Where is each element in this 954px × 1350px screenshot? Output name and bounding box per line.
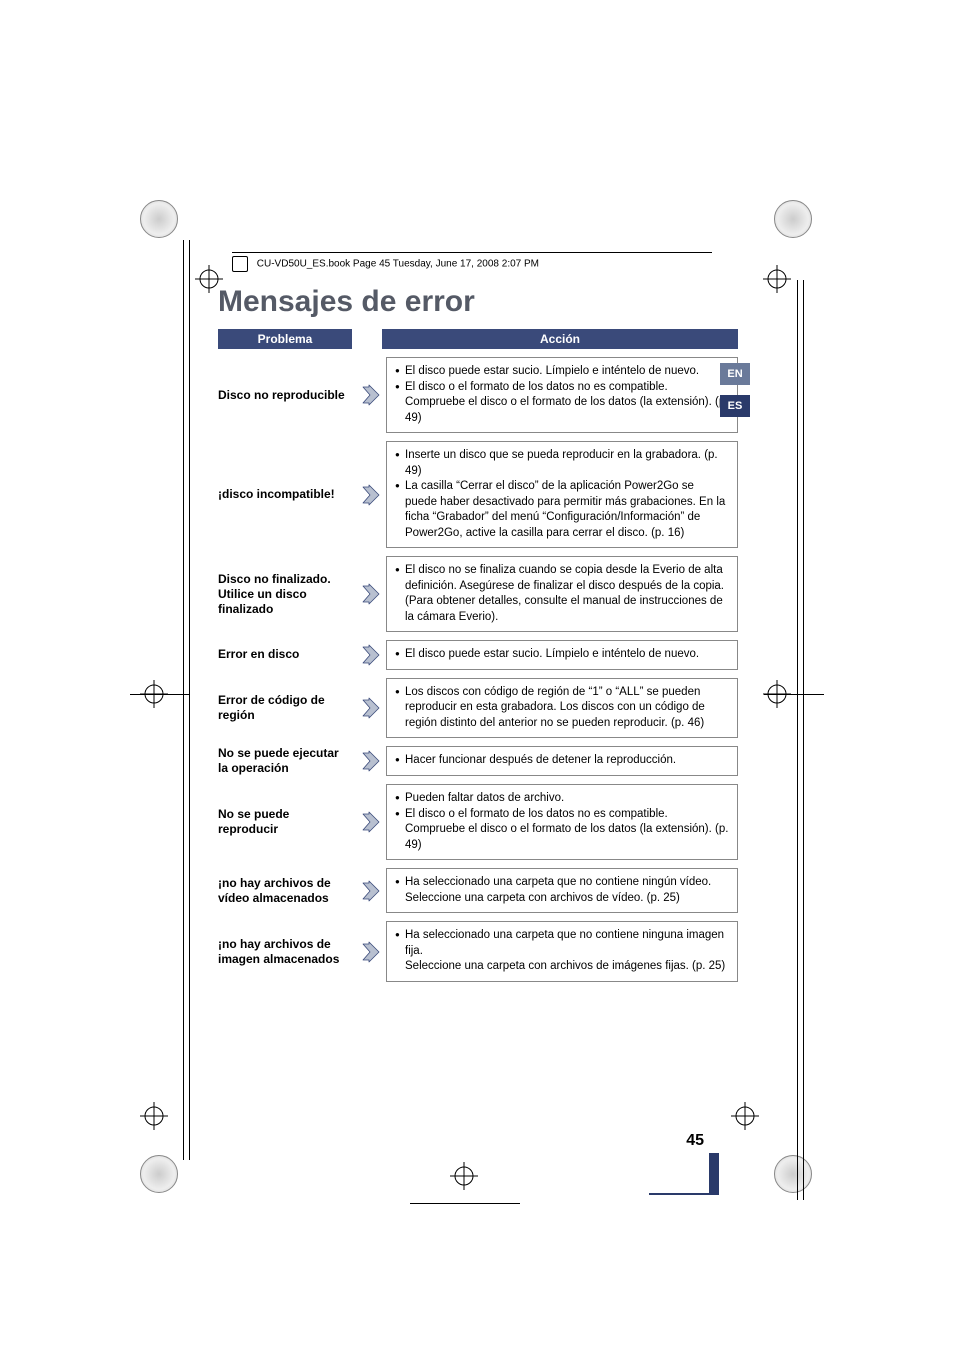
guide-line [183,240,184,1160]
arrow-icon [356,640,386,670]
crop-mark-br [774,1155,814,1195]
action-item: Hacer funcionar después de detener la re… [395,753,729,769]
action-item: El disco o el formato de los datos no es… [395,807,729,854]
action-cell: Inserte un disco que se pueda reproducir… [386,441,738,548]
problem-cell: Error de código de región [218,678,356,739]
arrow-icon [356,868,386,913]
action-item: El disco o el formato de los datos no es… [395,380,729,427]
crop-mark-tl [140,200,180,240]
action-cell: El disco puede estar sucio. Límpielo e i… [386,640,738,670]
action-cell: El disco puede estar sucio. Límpielo e i… [386,357,738,433]
action-cell: Ha seleccionado una carpeta que no conti… [386,868,738,913]
reg-mark-bl [140,1102,168,1130]
footer-accent-bar [709,1153,719,1195]
column-header-action: Acción [382,329,738,349]
column-header-problem: Problema [218,329,352,349]
action-cell: Ha seleccionado una carpeta que no conti… [386,921,738,982]
action-item: Inserte un disco que se pueda reproducir… [395,448,729,479]
problem-cell: No se puede ejecutar la operación [218,746,356,776]
action-item: Pueden faltar datos de archivo. [395,791,729,807]
table-row: Error de código de región Los discos con … [218,678,738,739]
problem-cell: Error en disco [218,640,356,670]
action-item: El disco puede estar sucio. Límpielo e i… [395,647,729,663]
table-row: No se puede ejecutar la operación Hacer f… [218,746,738,776]
guide-line [189,240,190,1160]
page-title: Mensajes de error [218,285,738,319]
language-tabs: EN ES [720,363,750,427]
guide-line [130,694,190,695]
table-row: No se puede reproducir Pueden faltar dato… [218,784,738,860]
arrow-icon [356,784,386,860]
action-item: Ha seleccionado una carpeta que no conti… [395,875,729,906]
guide-line [764,694,824,695]
arrow-icon [356,556,386,632]
problem-cell: ¡no hay archivos de imagen almacenados [218,921,356,982]
book-icon [232,256,248,272]
action-item: Ha seleccionado una carpeta que no conti… [395,928,729,975]
page-number: 45 [686,1132,704,1150]
table-row: Disco no finalizado. Utilice un disco fi… [218,556,738,632]
lang-tab-en[interactable]: EN [720,363,750,385]
table-body: Disco no reproducible El disco puede esta… [218,357,738,982]
table-row: Disco no reproducible El disco puede esta… [218,357,738,433]
action-item: La casilla “Cerrar el disco” de la aplic… [395,479,729,541]
reg-mark-tr [763,265,791,293]
crop-mark-bl [140,1155,180,1195]
guide-line [803,280,804,1200]
header-text: CU-VD50U_ES.book Page 45 Tuesday, June 1… [257,259,539,270]
action-cell: El disco no se finaliza cuando se copia … [386,556,738,632]
page-header: CU-VD50U_ES.book Page 45 Tuesday, June 1… [232,252,712,272]
reg-mark-bottom [450,1162,478,1190]
problem-cell: Disco no finalizado. Utilice un disco fi… [218,556,356,632]
table-header-row: Problema Acción [218,329,738,349]
arrow-icon [356,441,386,548]
arrow-icon [356,921,386,982]
action-cell: Los discos con código de región de “1” o… [386,678,738,739]
page-content: Mensajes de error Problema Acción Disco … [218,285,738,990]
lang-tab-es[interactable]: ES [720,395,750,417]
table-row: ¡no hay archivos de imagen almacenados Ha… [218,921,738,982]
guide-line [410,1203,520,1204]
guide-line [797,280,798,1200]
action-cell: Pueden faltar datos de archivo.El disco … [386,784,738,860]
reg-mark-br [731,1102,759,1130]
crop-mark-tr [774,200,814,240]
arrow-icon [356,746,386,776]
action-item: El disco puede estar sucio. Límpielo e i… [395,364,729,380]
problem-cell: No se puede reproducir [218,784,356,860]
arrow-icon [356,357,386,433]
table-row: ¡no hay archivos de vídeo almacenados Ha … [218,868,738,913]
table-row: Error en disco El disco puede estar sucio… [218,640,738,670]
problem-cell: ¡disco incompatible! [218,441,356,548]
arrow-icon [356,678,386,739]
problem-cell: Disco no reproducible [218,357,356,433]
action-item: Los discos con código de región de “1” o… [395,685,729,732]
table-row: ¡disco incompatible! Inserte un disco que… [218,441,738,548]
problem-cell: ¡no hay archivos de vídeo almacenados [218,868,356,913]
action-item: El disco no se finaliza cuando se copia … [395,563,729,625]
action-cell: Hacer funcionar después de detener la re… [386,746,738,776]
